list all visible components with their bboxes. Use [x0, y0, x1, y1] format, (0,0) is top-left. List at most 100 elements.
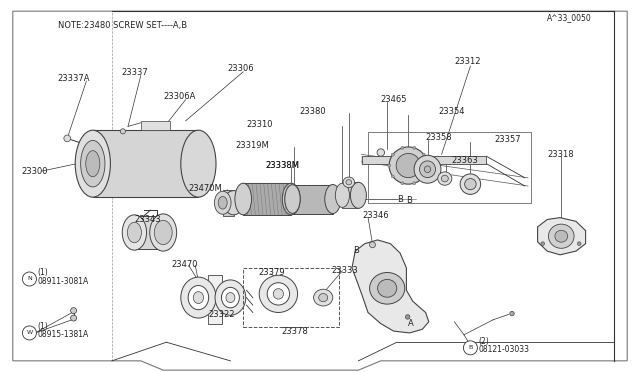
- Polygon shape: [13, 11, 627, 370]
- Text: 08915-1381A: 08915-1381A: [37, 330, 88, 339]
- Circle shape: [463, 341, 477, 355]
- Text: 23343: 23343: [134, 215, 161, 224]
- Circle shape: [422, 153, 426, 156]
- Ellipse shape: [389, 147, 428, 184]
- Ellipse shape: [351, 182, 367, 208]
- Circle shape: [22, 272, 36, 286]
- Ellipse shape: [154, 220, 172, 245]
- Text: 23319M: 23319M: [236, 141, 269, 150]
- Ellipse shape: [122, 215, 147, 250]
- Ellipse shape: [424, 166, 431, 173]
- Text: 23322: 23322: [208, 310, 234, 319]
- Circle shape: [120, 129, 125, 134]
- Ellipse shape: [346, 180, 352, 185]
- Polygon shape: [352, 240, 429, 333]
- Ellipse shape: [465, 179, 476, 190]
- Ellipse shape: [181, 130, 216, 197]
- Text: 08121-03033: 08121-03033: [479, 345, 530, 354]
- Ellipse shape: [378, 279, 397, 297]
- Text: 23338M: 23338M: [266, 161, 300, 170]
- Circle shape: [413, 146, 416, 149]
- Ellipse shape: [235, 183, 252, 215]
- Text: (1): (1): [37, 322, 48, 331]
- Ellipse shape: [150, 214, 177, 251]
- Text: B: B: [353, 246, 359, 255]
- Text: 23380: 23380: [300, 107, 326, 116]
- Ellipse shape: [81, 140, 105, 187]
- Bar: [292, 185, 333, 214]
- Ellipse shape: [226, 293, 235, 303]
- Ellipse shape: [460, 174, 481, 194]
- Ellipse shape: [218, 196, 227, 209]
- Text: 23306: 23306: [227, 64, 254, 73]
- Text: 23312: 23312: [454, 57, 481, 66]
- Text: A^33_0050: A^33_0050: [547, 13, 592, 22]
- Text: 23354: 23354: [438, 107, 465, 116]
- Circle shape: [70, 315, 77, 321]
- Text: N: N: [27, 276, 32, 282]
- Ellipse shape: [188, 286, 209, 310]
- Circle shape: [369, 242, 376, 248]
- Text: 23379: 23379: [259, 268, 285, 277]
- Polygon shape: [538, 218, 586, 255]
- Circle shape: [541, 242, 545, 246]
- Ellipse shape: [285, 185, 300, 214]
- Circle shape: [64, 135, 70, 142]
- Text: (1): (1): [37, 268, 48, 277]
- Ellipse shape: [396, 154, 420, 178]
- Text: 23465: 23465: [381, 95, 407, 104]
- Ellipse shape: [221, 288, 239, 308]
- Ellipse shape: [319, 294, 328, 302]
- Ellipse shape: [420, 161, 436, 178]
- Circle shape: [406, 315, 410, 319]
- Ellipse shape: [555, 230, 568, 242]
- Ellipse shape: [268, 283, 289, 305]
- Bar: [243, 183, 291, 215]
- Text: 08911-3081A: 08911-3081A: [37, 277, 88, 286]
- Text: 23337A: 23337A: [58, 74, 90, 83]
- Text: 23363: 23363: [451, 156, 478, 165]
- Text: 23300: 23300: [21, 167, 47, 176]
- Ellipse shape: [127, 222, 141, 243]
- Text: 23358: 23358: [426, 133, 452, 142]
- Ellipse shape: [193, 292, 204, 304]
- Circle shape: [422, 175, 426, 178]
- Ellipse shape: [259, 275, 298, 312]
- Text: 23318: 23318: [547, 150, 574, 159]
- Text: 23378: 23378: [282, 327, 308, 336]
- Text: 23470M: 23470M: [189, 184, 223, 193]
- Text: 23357: 23357: [495, 135, 522, 144]
- Text: NOTE:23480 SCREW SET----A,B: NOTE:23480 SCREW SET----A,B: [58, 21, 187, 30]
- Ellipse shape: [314, 289, 333, 306]
- Circle shape: [401, 146, 404, 149]
- Circle shape: [391, 153, 394, 156]
- Ellipse shape: [370, 272, 405, 304]
- Ellipse shape: [76, 130, 111, 197]
- Ellipse shape: [214, 191, 231, 214]
- Text: 23337: 23337: [122, 68, 148, 77]
- Text: A: A: [408, 319, 414, 328]
- Circle shape: [388, 164, 390, 167]
- Text: 23346: 23346: [363, 211, 390, 219]
- Text: 23310: 23310: [246, 120, 273, 129]
- Circle shape: [510, 311, 514, 316]
- Text: 23306A: 23306A: [163, 92, 196, 101]
- Ellipse shape: [325, 185, 341, 214]
- Text: W: W: [26, 330, 33, 336]
- Circle shape: [391, 175, 394, 178]
- Text: 23338M: 23338M: [266, 161, 300, 170]
- Ellipse shape: [414, 155, 441, 183]
- Ellipse shape: [224, 191, 243, 215]
- Ellipse shape: [438, 172, 452, 185]
- Ellipse shape: [181, 277, 216, 318]
- Bar: [342, 182, 358, 208]
- Bar: [134, 216, 163, 249]
- Text: B: B: [468, 345, 472, 350]
- Text: B: B: [406, 196, 412, 205]
- Ellipse shape: [273, 289, 284, 299]
- Ellipse shape: [343, 177, 355, 187]
- Ellipse shape: [282, 183, 300, 215]
- Circle shape: [413, 182, 416, 185]
- Circle shape: [426, 164, 429, 167]
- Ellipse shape: [215, 280, 246, 315]
